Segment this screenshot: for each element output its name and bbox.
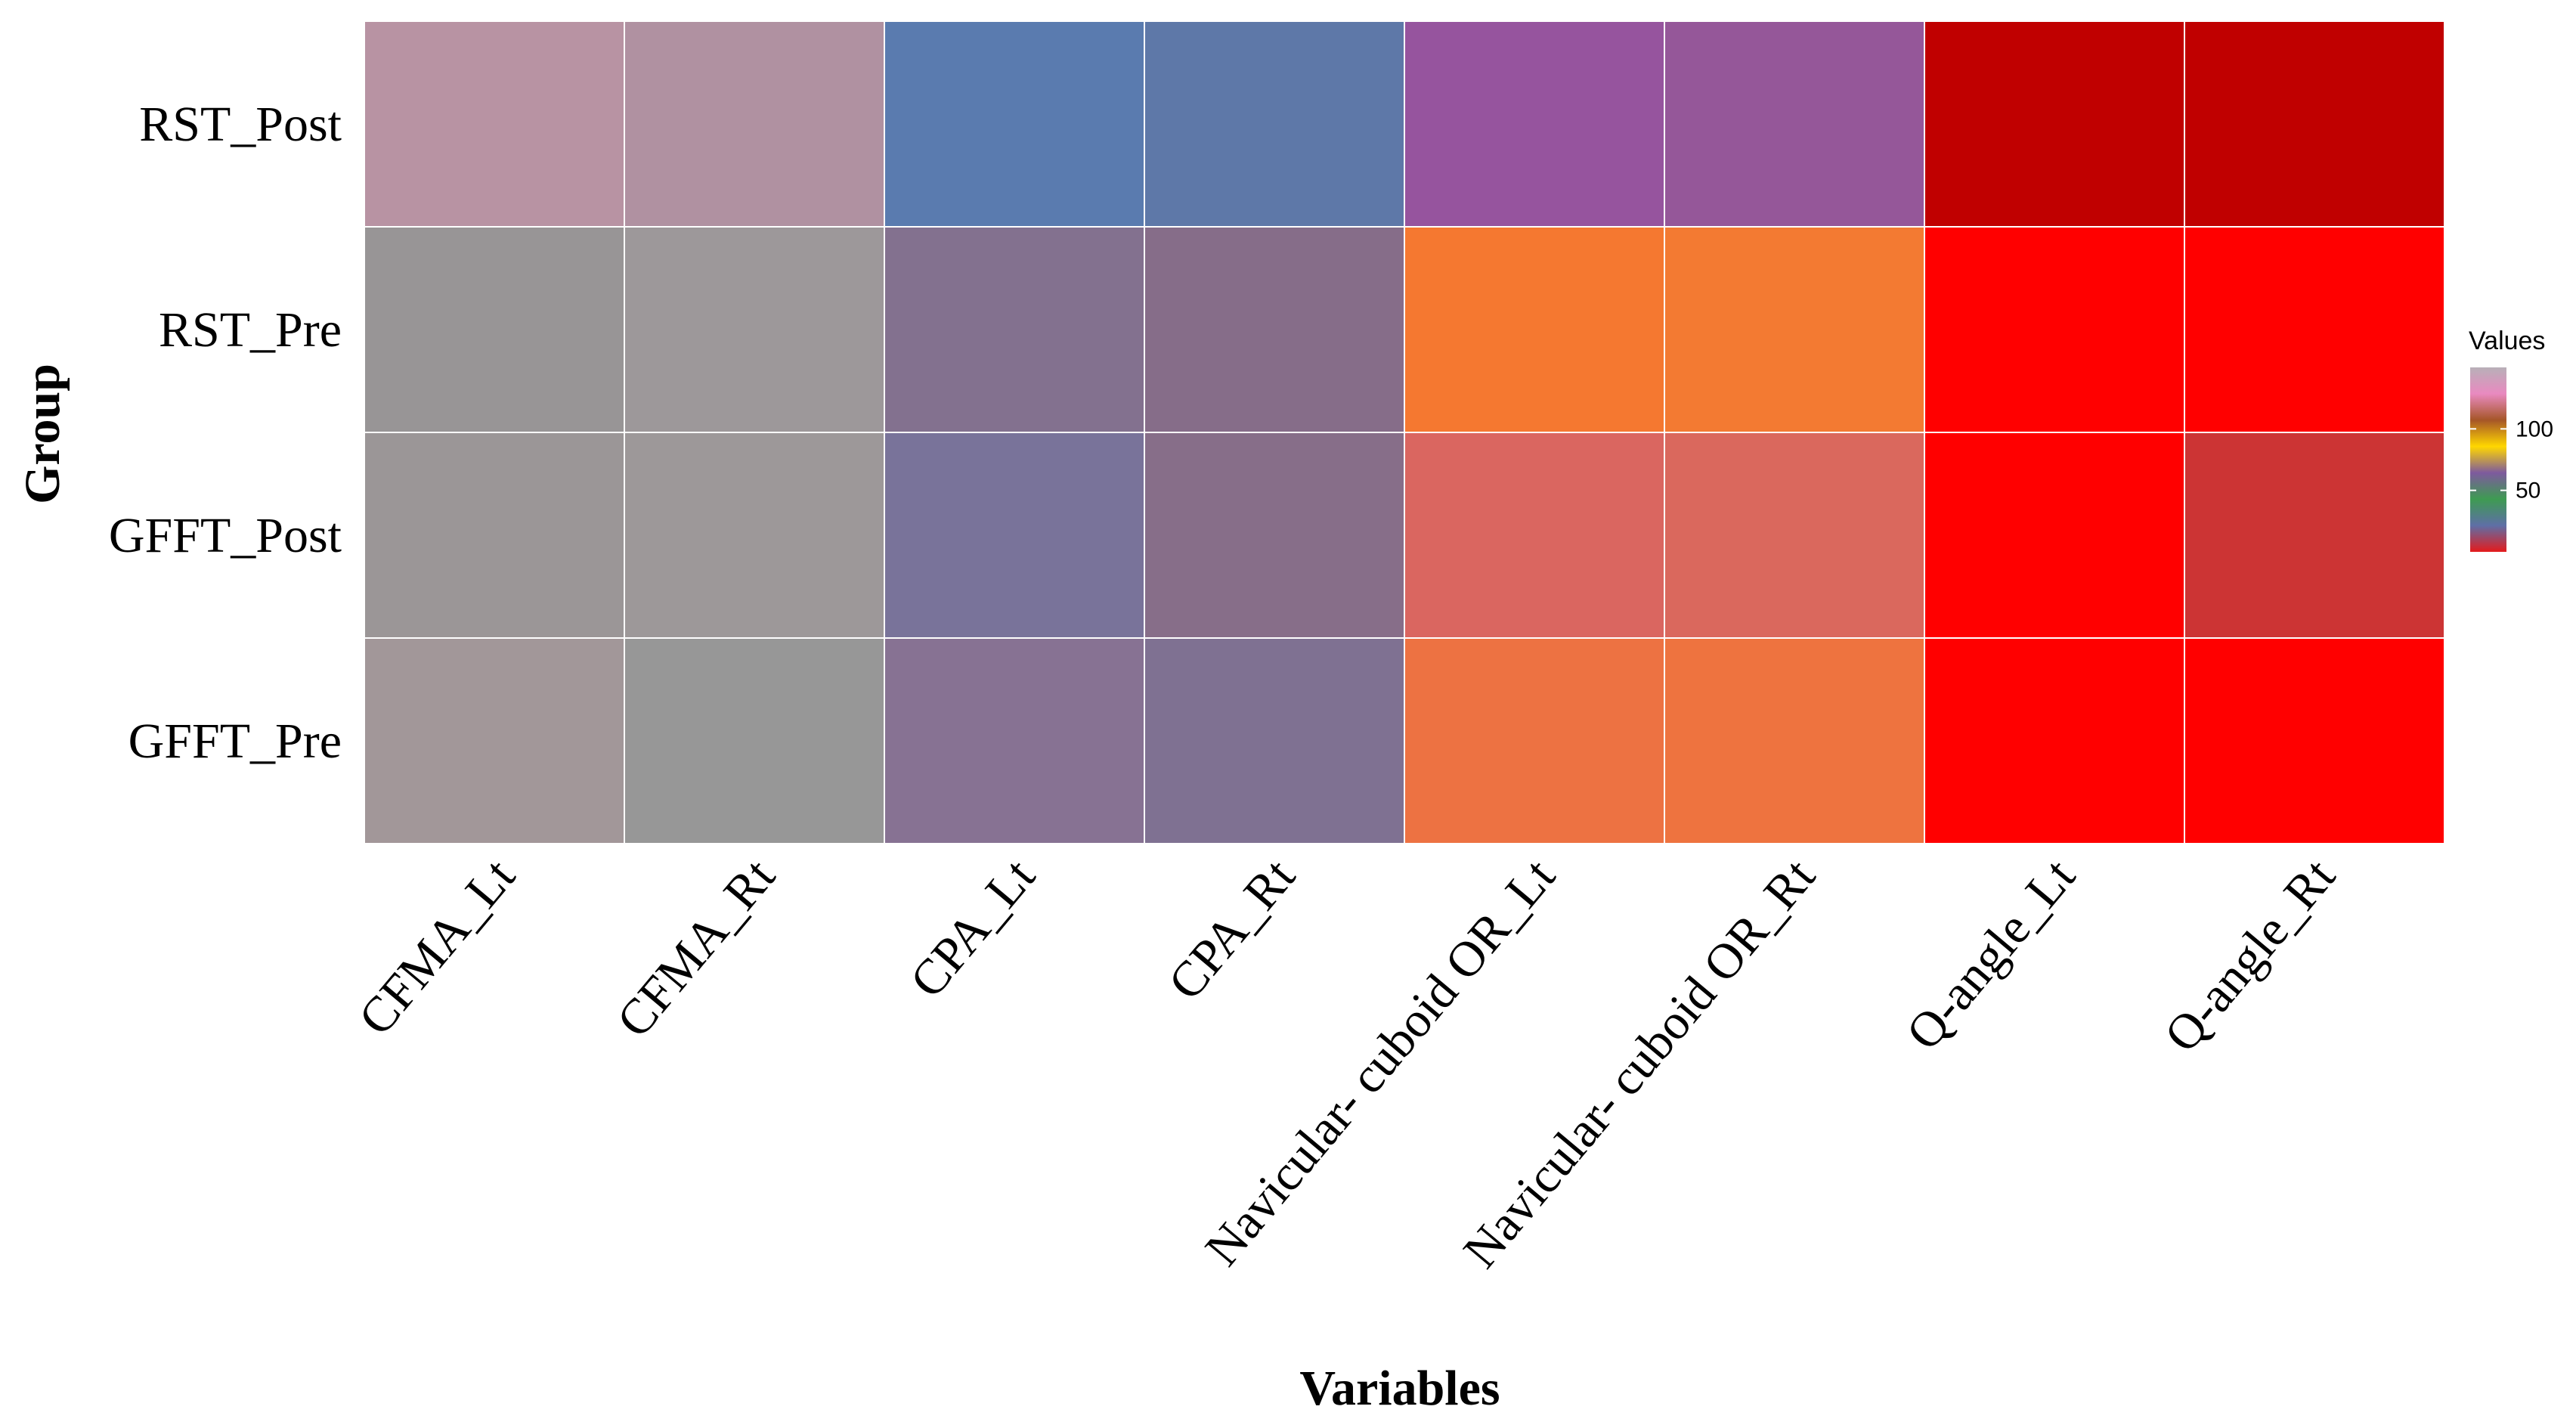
heatmap-cell-RST_Post-Navicular- cuboid OR_Lt [1404, 20, 1665, 228]
heatmap-cell-GFFT_Post-CPA_Lt [884, 432, 1145, 639]
heatmap-cell-GFFT_Post-Q-angle_Lt [1924, 432, 2185, 639]
x-tick-label: CFMA_Rt [606, 849, 785, 1048]
heatmap-cells [364, 20, 2445, 844]
heatmap-cell-GFFT_Pre-Q-angle_Rt [2184, 637, 2445, 844]
heatmap-cell-RST_Post-CPA_Lt [884, 20, 1145, 228]
heatmap-cell-GFFT_Post-Q-angle_Rt [2184, 432, 2445, 639]
heatmap-cell-RST_Pre-CFMA_Lt [364, 226, 625, 433]
x-tick-label: Q-angle_Rt [2154, 849, 2346, 1063]
x-tick-label: CPA_Lt [899, 849, 1045, 1008]
heatmap-cell-RST_Pre-CPA_Rt [1144, 226, 1405, 433]
y-tick-label: RST_Pre [159, 302, 342, 358]
x-tick-label: Q-angle_Lt [1896, 849, 2085, 1061]
heatmap-cell-RST_Pre-CPA_Lt [884, 226, 1145, 433]
heatmap-cell-GFFT_Post-Navicular- cuboid OR_Lt [1404, 432, 1665, 639]
legend: Values 50 100 [2469, 327, 2553, 552]
heatmap-cell-GFFT_Post-Navicular- cuboid OR_Rt [1664, 432, 1925, 639]
heatmap-cell-RST_Pre-Q-angle_Rt [2184, 226, 2445, 433]
heatmap-cell-RST_Post-Q-angle_Lt [1924, 20, 2185, 228]
y-axis-title: Group [15, 364, 70, 504]
heatmap-cell-GFFT_Post-CFMA_Rt [624, 432, 885, 639]
heatmap-cell-GFFT_Pre-CFMA_Lt [364, 637, 625, 844]
heatmap-cell-RST_Pre-Q-angle_Lt [1924, 226, 2185, 433]
heatmap-cell-RST_Post-Navicular- cuboid OR_Rt [1664, 20, 1925, 228]
y-tick-label: RST_Post [139, 97, 342, 152]
legend-ticks: 50 100 [2470, 417, 2553, 503]
heatmap-cell-GFFT_Post-CPA_Rt [1144, 432, 1405, 639]
legend-tick-label: 100 [2516, 417, 2553, 441]
heatmap-cell-RST_Post-Q-angle_Rt [2184, 20, 2445, 228]
heatmap-cell-GFFT_Post-CFMA_Lt [364, 432, 625, 639]
heatmap-cell-GFFT_Pre-CFMA_Rt [624, 637, 885, 844]
heatmap-cell-RST_Post-CFMA_Rt [624, 20, 885, 228]
heatmap-cell-RST_Pre-Navicular- cuboid OR_Lt [1404, 226, 1665, 433]
heatmap-cell-GFFT_Pre-Navicular- cuboid OR_Lt [1404, 637, 1665, 844]
heatmap-cell-RST_Pre-CFMA_Rt [624, 226, 885, 433]
y-tick-label: GFFT_Post [109, 508, 342, 563]
heatmap-cell-GFFT_Pre-Q-angle_Lt [1924, 637, 2185, 844]
x-tick-label: CFMA_Lt [348, 849, 525, 1045]
x-axis-title: Variables [1299, 1361, 1500, 1416]
heatmap-cell-GFFT_Pre-CPA_Lt [884, 637, 1145, 844]
y-tick-label: GFFT_Pre [128, 714, 342, 769]
x-tick-label: CPA_Rt [1158, 849, 1306, 1011]
heatmap-cell-RST_Post-CFMA_Lt [364, 20, 625, 228]
legend-title: Values [2469, 327, 2545, 355]
legend-color-bar [2470, 367, 2506, 552]
heatmap-cell-RST_Pre-Navicular- cuboid OR_Rt [1664, 226, 1925, 433]
heatmap-cell-GFFT_Pre-CPA_Rt [1144, 637, 1405, 844]
heatmap-cell-RST_Post-CPA_Rt [1144, 20, 1405, 228]
legend-tick-label: 50 [2516, 479, 2540, 503]
heatmap-cell-GFFT_Pre-Navicular- cuboid OR_Rt [1664, 637, 1925, 844]
y-tick-labels: RST_Post RST_Pre GFFT_Post GFFT_Pre [109, 97, 342, 769]
